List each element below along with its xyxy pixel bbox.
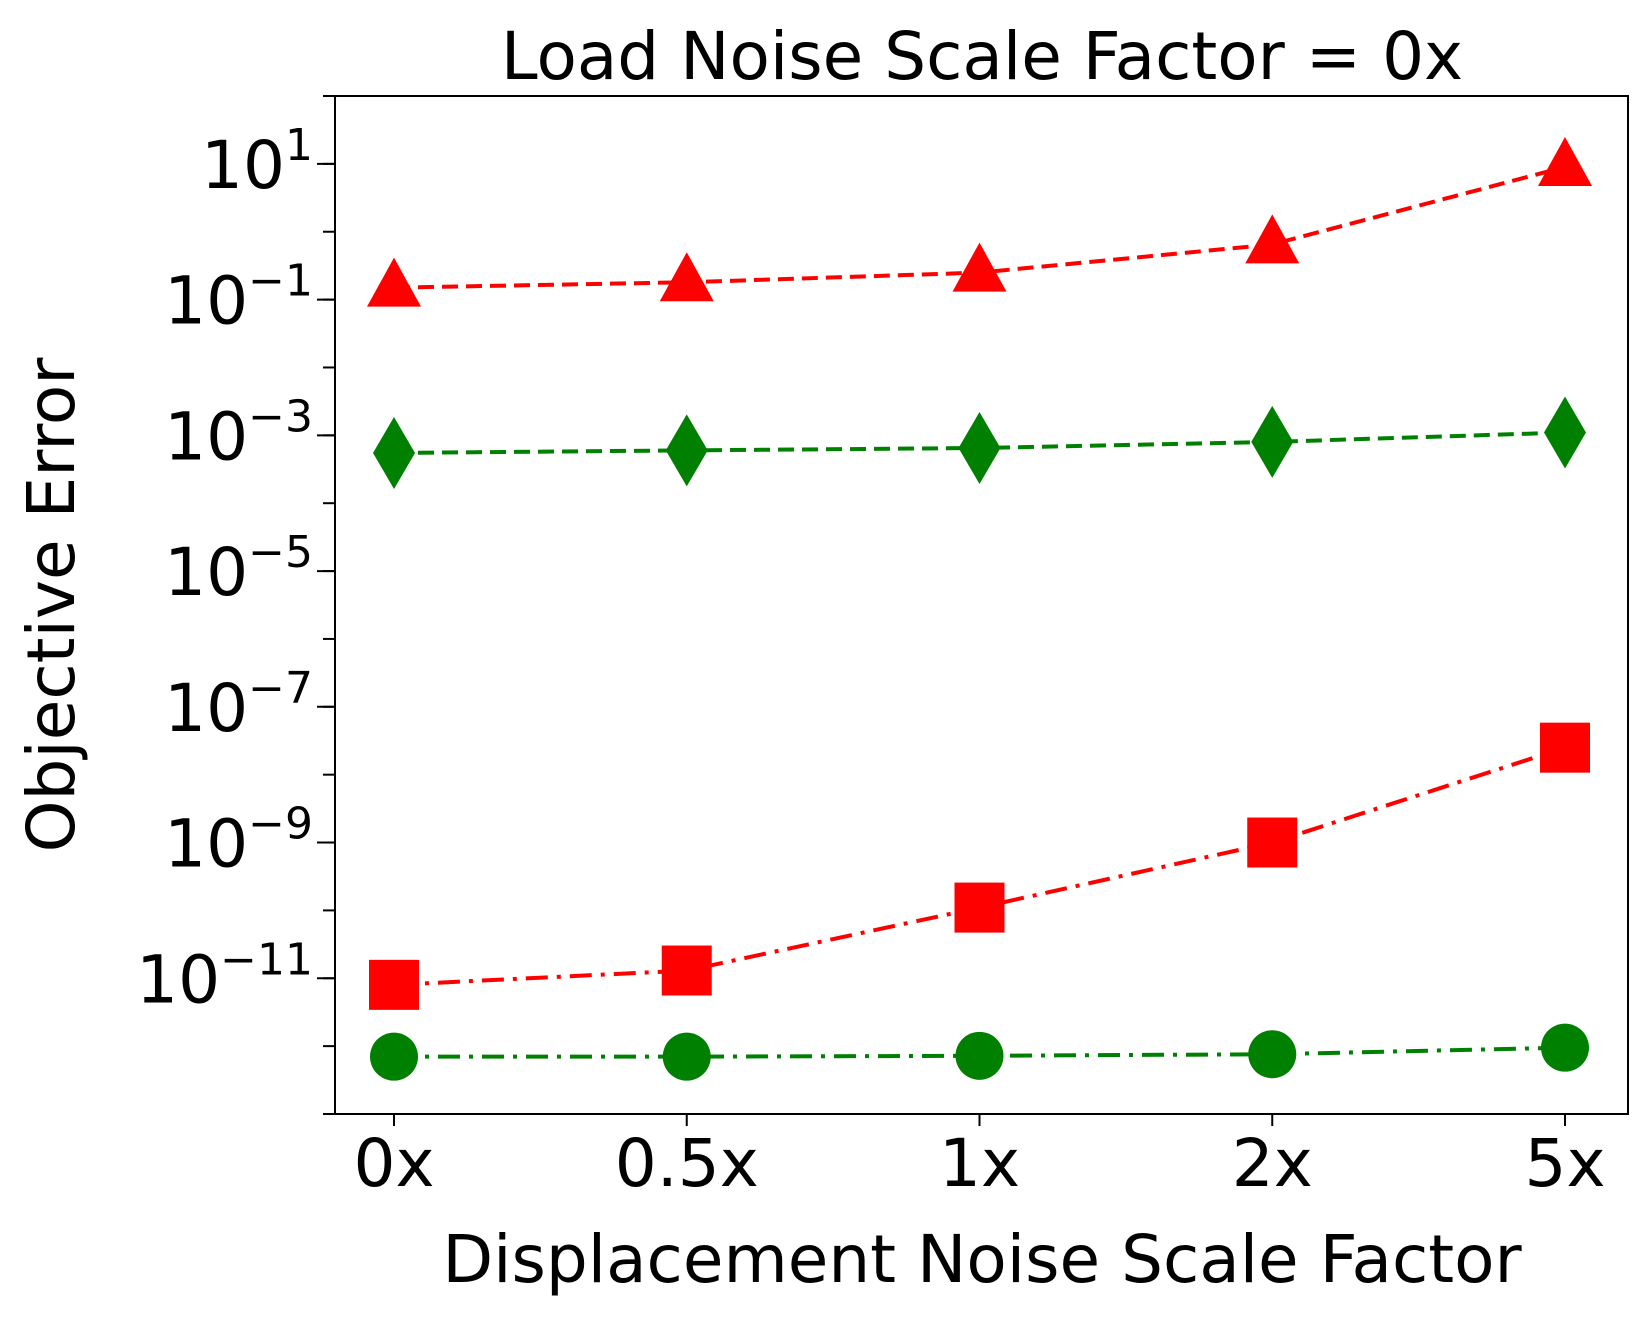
- data-point: [1248, 1030, 1297, 1079]
- data-point: [1544, 396, 1586, 469]
- y-tick-label: 101: [201, 120, 313, 204]
- x-axis: 0x 0.5x 1x 2x 5x: [353, 1114, 1606, 1202]
- series-green-diamond-dashed: [373, 396, 1586, 489]
- data-point: [1541, 1023, 1589, 1072]
- data-point: [662, 1032, 711, 1081]
- x-tick-label: 0.5x: [615, 1125, 759, 1202]
- data-point: [367, 257, 421, 307]
- series-red-square-dashdot: [369, 722, 1590, 1010]
- x-tick-label: 1x: [939, 1125, 1020, 1202]
- y-tick-label: 10−11: [136, 934, 313, 1018]
- y-tick-label: 10−5: [164, 527, 313, 611]
- y-axis: 101 10−1 10−3 10−5 10−7 10−9 10−11: [136, 95, 335, 1115]
- y-tick-label: 10−3: [164, 391, 313, 475]
- data-point: [952, 242, 1007, 292]
- series-green-circle-dashdot: [370, 1023, 1589, 1081]
- data-point: [373, 416, 415, 489]
- data-point: [370, 1032, 418, 1081]
- series-line: [393, 745, 1566, 987]
- x-tick-label: 2x: [1232, 1125, 1313, 1202]
- x-tick-label: 5x: [1524, 1125, 1605, 1202]
- data-point: [1245, 214, 1300, 264]
- y-tick-label: 10−7: [164, 663, 313, 747]
- data-point: [1247, 817, 1298, 868]
- series-red-triangle-dashed: [367, 136, 1592, 307]
- data-point: [1251, 405, 1294, 478]
- data-point: [661, 945, 712, 996]
- data-point: [1540, 722, 1590, 773]
- data-point: [665, 414, 708, 487]
- data-point: [659, 252, 714, 302]
- plot-frame: [334, 95, 1629, 1115]
- data-point: [955, 1031, 1004, 1080]
- series-layer: [367, 136, 1592, 1081]
- data-point: [369, 959, 419, 1010]
- x-tick-label: 0x: [353, 1125, 434, 1202]
- x-axis-label: Displacement Noise Scale Factor: [442, 1221, 1522, 1298]
- data-point: [958, 412, 1001, 485]
- data-point: [954, 882, 1005, 933]
- y-tick-label: 10−9: [164, 799, 313, 883]
- y-tick-label: 10−1: [164, 256, 313, 340]
- data-point: [1538, 136, 1592, 186]
- y-axis-label: Objective Error: [13, 357, 90, 853]
- chart-title: Load Noise Scale Factor = 0x: [501, 18, 1463, 95]
